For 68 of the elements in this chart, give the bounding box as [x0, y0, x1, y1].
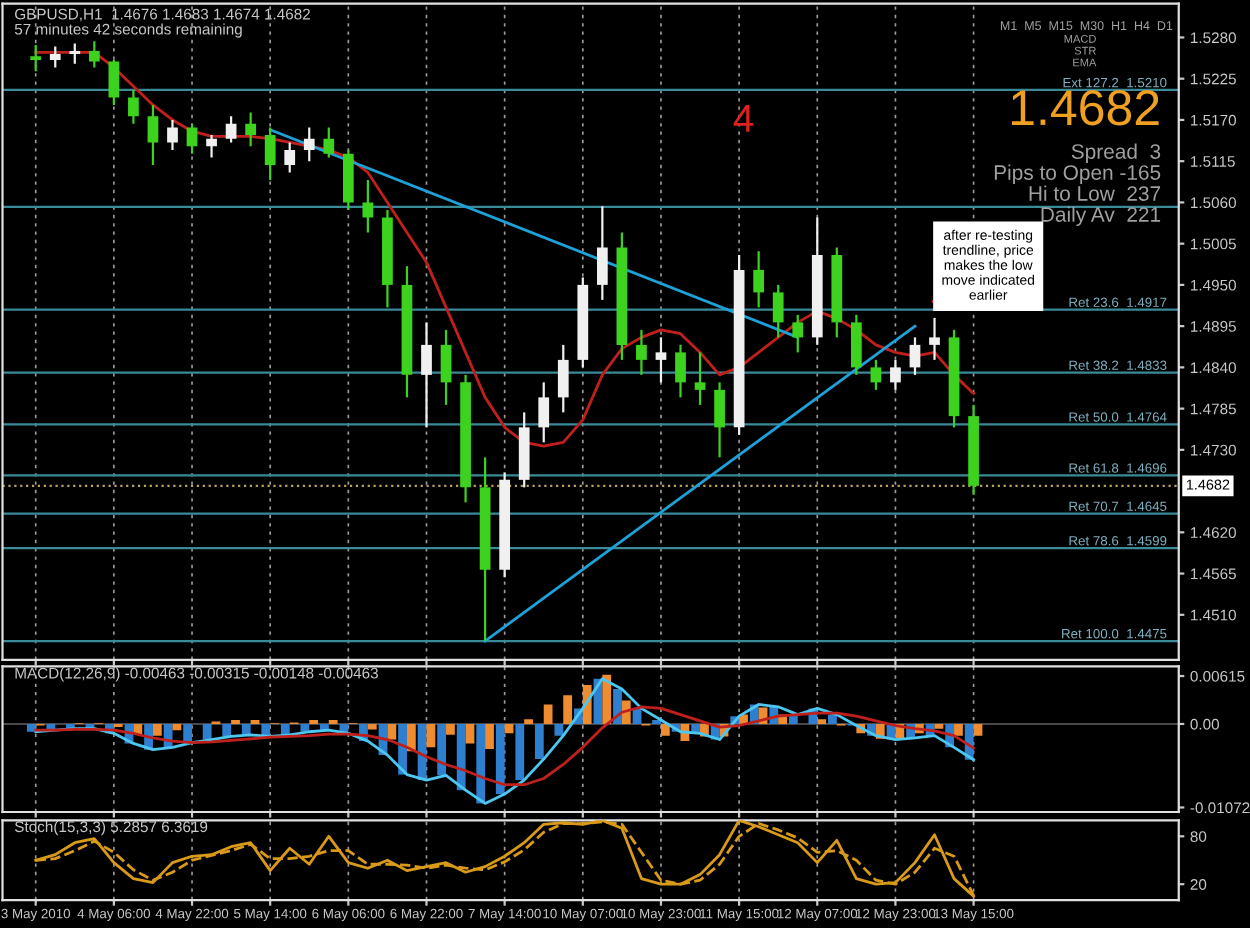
bar	[973, 723, 983, 736]
bar	[172, 723, 182, 731]
bar	[387, 723, 397, 740]
candlestick	[714, 381, 725, 459]
candlestick	[206, 133, 217, 159]
candlestick	[49, 45, 61, 69]
candlestick	[636, 328, 647, 376]
candlestick	[108, 58, 120, 107]
candlestick	[323, 126, 335, 159]
text: Pips to Open -165	[994, 164, 1161, 185]
candlestick	[753, 250, 765, 309]
bar	[602, 674, 612, 724]
bar	[534, 723, 544, 760]
candlestick	[538, 381, 550, 444]
candlestick	[88, 40, 100, 69]
bar	[660, 723, 670, 736]
bar	[152, 723, 162, 736]
bar	[954, 723, 963, 736]
candlestick	[147, 103, 159, 167]
candlestick	[694, 351, 706, 406]
bar	[446, 723, 455, 735]
bar	[222, 723, 232, 737]
candlestick	[909, 336, 921, 376]
candlestick	[870, 358, 882, 391]
candlestick	[303, 126, 315, 163]
candlestick	[890, 358, 901, 391]
candlestick	[675, 343, 686, 399]
bar	[367, 723, 377, 730]
bar	[456, 723, 466, 791]
candlestick	[284, 141, 296, 174]
bar	[543, 704, 553, 724]
bar	[437, 723, 447, 776]
candlestick	[245, 111, 257, 148]
candlestick	[772, 283, 784, 339]
candlestick	[929, 316, 940, 361]
candlestick	[596, 205, 608, 301]
candlestick	[69, 42, 81, 65]
candlestick	[655, 336, 667, 384]
bar	[202, 723, 212, 740]
bar	[26, 723, 36, 732]
candlestick	[167, 118, 178, 152]
candlestick	[264, 126, 276, 182]
candlestick	[225, 115, 237, 144]
candlestick	[421, 321, 432, 429]
bar	[515, 723, 525, 781]
line-series	[34, 705, 975, 787]
bar	[495, 723, 505, 795]
candlestick	[128, 88, 139, 125]
candlestick	[362, 178, 374, 234]
text: Spread 3	[1071, 143, 1161, 164]
bar	[934, 723, 944, 729]
bar	[554, 723, 564, 736]
candlestick	[557, 343, 569, 414]
text: Daily Av 221	[1041, 206, 1161, 226]
bar	[563, 695, 573, 724]
candlestick	[850, 313, 862, 376]
candlestick	[30, 43, 42, 73]
text: Hi to Low 237	[1029, 185, 1161, 201]
bar	[828, 714, 837, 724]
bar	[485, 723, 494, 749]
candlestick	[186, 122, 198, 155]
annotation: 4	[733, 105, 754, 132]
bar	[476, 723, 486, 804]
bar	[406, 723, 416, 752]
bar	[426, 723, 436, 748]
candlestick	[440, 328, 452, 406]
candlestick	[792, 313, 804, 354]
text: 1.4682	[1012, 89, 1159, 126]
